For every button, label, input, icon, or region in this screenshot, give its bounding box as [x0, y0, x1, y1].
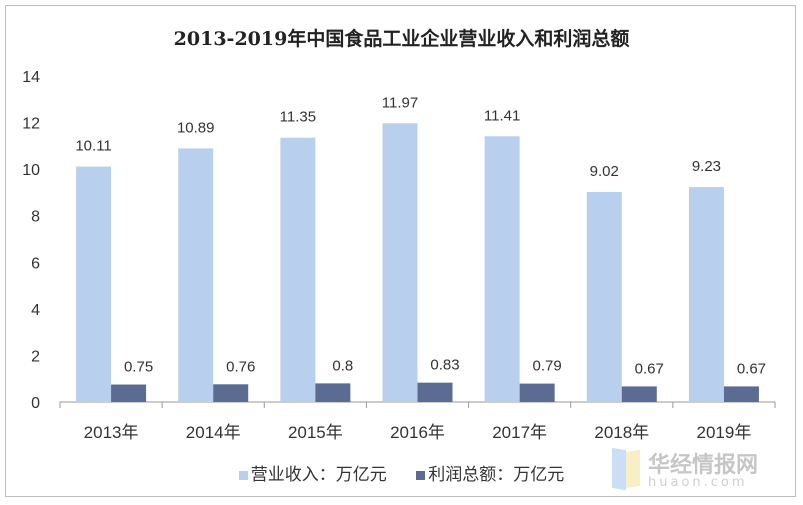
legend: 营业收入：万亿元 利润总额：万亿元 — [0, 460, 803, 485]
profit-bar — [315, 383, 351, 402]
x-tick-label: 2017年 — [492, 423, 547, 442]
y-tick-label: 4 — [31, 302, 40, 319]
data-label: 0.67 — [737, 360, 766, 377]
profit-bar — [213, 384, 249, 402]
y-tick-label: 2 — [31, 348, 40, 365]
data-label: 10.11 — [75, 138, 111, 155]
legend-swatch-profit — [416, 470, 426, 480]
profit-bar — [111, 384, 147, 402]
revenue-bar — [586, 191, 622, 402]
data-label: 0.67 — [635, 360, 664, 377]
profit-bar — [519, 383, 555, 402]
y-tick-label: 10 — [22, 162, 40, 179]
profit-bar — [723, 386, 759, 402]
x-tick-label: 2016年 — [390, 423, 445, 442]
data-label: 0.75 — [124, 359, 153, 376]
data-label: 0.8 — [332, 357, 353, 374]
x-tick-label: 2015年 — [288, 423, 343, 442]
revenue-bar — [688, 187, 724, 402]
watermark-text: 华经情报网 — [648, 453, 759, 478]
legend-label-revenue: 营业收入：万亿元 — [250, 465, 387, 485]
legend-item-revenue: 营业收入：万亿元 — [238, 465, 387, 485]
x-tick-label: 2013年 — [84, 423, 139, 442]
x-tick-label: 2014年 — [186, 423, 241, 442]
revenue-bar — [76, 166, 112, 402]
y-tick-label: 6 — [31, 255, 40, 272]
data-label: 9.23 — [692, 158, 721, 175]
revenue-bar — [178, 148, 214, 402]
chart-title: 2013-2019年中国食品工业企业营业收入和利润总额 — [173, 28, 630, 50]
watermark-url: huaon.com — [648, 475, 748, 490]
legend-label-profit: 利润总额：万亿元 — [428, 465, 565, 485]
revenue-bar — [280, 137, 316, 402]
legend-item-profit: 利润总额：万亿元 — [416, 465, 564, 485]
profit-bar — [621, 386, 657, 402]
y-tick-label: 14 — [22, 69, 40, 86]
data-label: 0.83 — [430, 357, 459, 374]
profit-bar — [417, 382, 453, 402]
y-tick-label: 12 — [22, 116, 40, 133]
data-label: 10.89 — [177, 119, 215, 136]
data-label: 11.97 — [382, 94, 418, 111]
x-tick-label: 2019年 — [697, 423, 752, 442]
data-label: 0.76 — [226, 358, 255, 375]
chart-frame — [5, 5, 796, 497]
data-label: 9.02 — [590, 163, 619, 180]
data-label: 0.79 — [533, 358, 562, 375]
y-tick-label: 0 — [31, 395, 40, 412]
revenue-bar — [484, 136, 520, 402]
data-label: 11.35 — [280, 109, 316, 126]
revenue-bar — [382, 123, 418, 403]
y-tick-label: 8 — [31, 209, 40, 226]
legend-swatch-revenue — [238, 470, 248, 480]
x-tick-label: 2018年 — [594, 423, 649, 442]
data-label: 11.41 — [484, 107, 520, 124]
